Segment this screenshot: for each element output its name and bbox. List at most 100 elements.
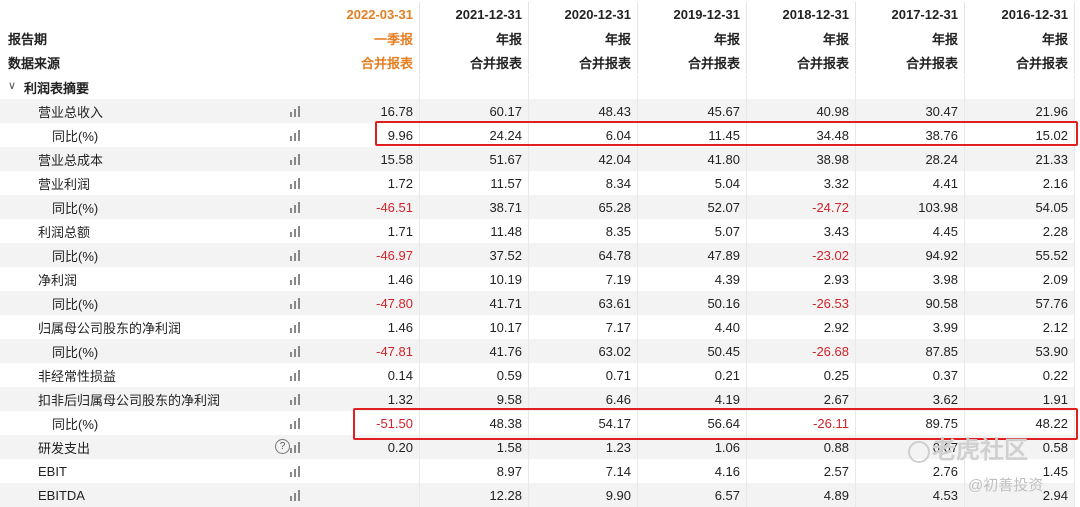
- table-row[interactable]: 同比(%) -46.51 38.71 65.28 52.07 -24.72 103.98 54…: [0, 195, 1080, 219]
- table-cell: 41.76: [420, 339, 529, 363]
- table-cell: 0.25: [747, 363, 856, 387]
- table-cell: 4.16: [638, 459, 747, 483]
- table-row[interactable]: 同比(%) -47.81 41.76 63.02 50.45 -26.68 87.85 53.…: [0, 339, 1080, 363]
- column-header-date[interactable]: 2020-12-31: [529, 2, 638, 26]
- column-header-type: 年报: [420, 26, 529, 50]
- header-row-date: 2022-03-31 2021-12-31 2020-12-31 2019-12-31…: [0, 2, 1080, 26]
- table-cell: 60.17: [420, 99, 529, 123]
- column-header-type: 一季报: [310, 26, 420, 50]
- bar-chart-icon[interactable]: [290, 465, 302, 477]
- column-header-date[interactable]: 2022-03-31: [310, 2, 420, 26]
- row-label-cell: 营业总收入: [0, 99, 310, 123]
- table-row[interactable]: 非经常性损益 0.14 0.59 0.71 0.21 0.25 0.37 0.22: [0, 363, 1080, 387]
- table-cell: 37.52: [420, 243, 529, 267]
- table-cell: -23.02: [747, 243, 856, 267]
- table-cell: -47.80: [310, 291, 420, 315]
- table-row[interactable]: 同比(%) -47.80 41.71 63.61 50.16 -26.53 90.58 57.…: [0, 291, 1080, 315]
- bar-chart-icon[interactable]: [290, 153, 302, 165]
- table-cell: 0.22: [965, 363, 1075, 387]
- table-cell: 5.04: [638, 171, 747, 195]
- row-label-cell: 营业利润: [0, 171, 310, 195]
- chevron-down-icon[interactable]: ∨: [8, 80, 17, 92]
- row-label: 同比(%): [52, 296, 99, 312]
- bar-chart-icon[interactable]: [290, 129, 302, 141]
- table-cell: 4.39: [638, 267, 747, 291]
- table-cell: 15.58: [310, 147, 420, 171]
- source-label: 数据来源: [8, 55, 61, 71]
- row-label-cell: 同比(%): [0, 291, 310, 315]
- table-row[interactable]: 营业总成本 15.58 51.67 42.04 41.80 38.98 28.24 21.33: [0, 147, 1080, 171]
- table-cell: 4.53: [856, 483, 965, 507]
- table-cell: 65.28: [529, 195, 638, 219]
- table-cell: 38.76: [856, 123, 965, 147]
- table-cell: 21.33: [965, 147, 1075, 171]
- bar-chart-icon[interactable]: [290, 393, 302, 405]
- table-cell: 3.98: [856, 267, 965, 291]
- bar-chart-icon[interactable]: [290, 105, 302, 117]
- bar-chart-icon[interactable]: [290, 177, 302, 189]
- bar-chart-icon[interactable]: [290, 369, 302, 381]
- table-cell: 4.89: [747, 483, 856, 507]
- bar-chart-icon[interactable]: [290, 225, 302, 237]
- table-row[interactable]: EBIT 8.97 7.14 4.16 2.57 2.76 1.45: [0, 459, 1080, 483]
- table-cell: 55.52: [965, 243, 1075, 267]
- table-cell: 4.41: [856, 171, 965, 195]
- table-cell: 1.32: [310, 387, 420, 411]
- table-row[interactable]: 扣非后归属母公司股东的净利润 1.32 9.58 6.46 4.19 2.67 3.62 1.…: [0, 387, 1080, 411]
- bar-chart-icon[interactable]: [290, 201, 302, 213]
- column-header-date[interactable]: 2019-12-31: [638, 2, 747, 26]
- column-header-date[interactable]: 2017-12-31: [856, 2, 965, 26]
- table-cell: 1.45: [965, 459, 1075, 483]
- table-cell: 48.43: [529, 99, 638, 123]
- table-cell: 64.78: [529, 243, 638, 267]
- bar-chart-icon[interactable]: [290, 297, 302, 309]
- table-row[interactable]: EBITDA 12.28 9.90 6.57 4.89 4.53 2.94: [0, 483, 1080, 507]
- table-cell: 2.12: [965, 315, 1075, 339]
- table-row[interactable]: 净利润 1.46 10.19 7.19 4.39 2.93 3.98 2.09: [0, 267, 1080, 291]
- table-cell: 0.59: [420, 363, 529, 387]
- table-cell: 48.22: [965, 411, 1075, 435]
- table-cell: 6.46: [529, 387, 638, 411]
- bar-chart-icon[interactable]: [290, 441, 302, 453]
- bar-chart-icon[interactable]: [290, 489, 302, 501]
- highlight-box-deducted-profit-yoy: [353, 408, 1078, 440]
- table-row[interactable]: 同比(%) -46.97 37.52 64.78 47.89 -23.02 94.92 55.…: [0, 243, 1080, 267]
- table-cell: 12.28: [420, 483, 529, 507]
- table-cell: 90.58: [856, 291, 965, 315]
- column-header-source: 合并报表: [965, 50, 1075, 74]
- table-cell: 42.04: [529, 147, 638, 171]
- header-row-type: 报告期 一季报 年报 年报 年报 年报 年报 年报: [0, 26, 1080, 50]
- table-cell: 30.47: [856, 99, 965, 123]
- table-row[interactable]: 利润总额 1.71 11.48 8.35 5.07 3.43 4.45 2.28: [0, 219, 1080, 243]
- bar-chart-icon[interactable]: [290, 321, 302, 333]
- bar-chart-icon[interactable]: [290, 417, 302, 429]
- help-icon[interactable]: ?: [275, 439, 290, 454]
- table-cell: 1.71: [310, 219, 420, 243]
- table-cell: 3.99: [856, 315, 965, 339]
- table-cell: 10.19: [420, 267, 529, 291]
- bar-chart-icon[interactable]: [290, 345, 302, 357]
- table-row[interactable]: 营业利润 1.72 11.57 8.34 5.04 3.32 4.41 2.16: [0, 171, 1080, 195]
- table-cell: 1.91: [965, 387, 1075, 411]
- column-header-date[interactable]: 2021-12-31: [420, 2, 529, 26]
- column-header-date[interactable]: 2016-12-31: [965, 2, 1075, 26]
- table-row[interactable]: 同比(%) -51.50 48.38 54.17 56.64 -26.11 89.75 48.…: [0, 411, 1080, 435]
- table-cell: 1.46: [310, 267, 420, 291]
- table-row[interactable]: 同比(%) 9.96 24.24 6.04 11.45 34.48 38.76 15.02: [0, 123, 1080, 147]
- row-label: EBIT: [38, 463, 67, 479]
- column-header-source: 合并报表: [420, 50, 529, 74]
- table-cell: -26.68: [747, 339, 856, 363]
- row-label: 同比(%): [52, 248, 99, 264]
- table-cell: [310, 459, 420, 483]
- table-cell: 40.98: [747, 99, 856, 123]
- table-cell: 11.48: [420, 219, 529, 243]
- bar-chart-icon[interactable]: [290, 249, 302, 261]
- bar-chart-icon[interactable]: [290, 273, 302, 285]
- table-row[interactable]: 归属母公司股东的净利润 1.46 10.17 7.17 4.40 2.92 3.99 2.12: [0, 315, 1080, 339]
- row-label: 扣非后归属母公司股东的净利润: [38, 392, 221, 408]
- table-row[interactable]: 营业总收入 16.78 60.17 48.43 45.67 40.98 30.47 21.96: [0, 99, 1080, 123]
- section-profit-summary[interactable]: ∨ 利润表摘要: [0, 75, 1080, 99]
- column-header-date[interactable]: 2018-12-31: [747, 2, 856, 26]
- row-label: 非经常性损益: [38, 368, 117, 384]
- table-cell: 41.71: [420, 291, 529, 315]
